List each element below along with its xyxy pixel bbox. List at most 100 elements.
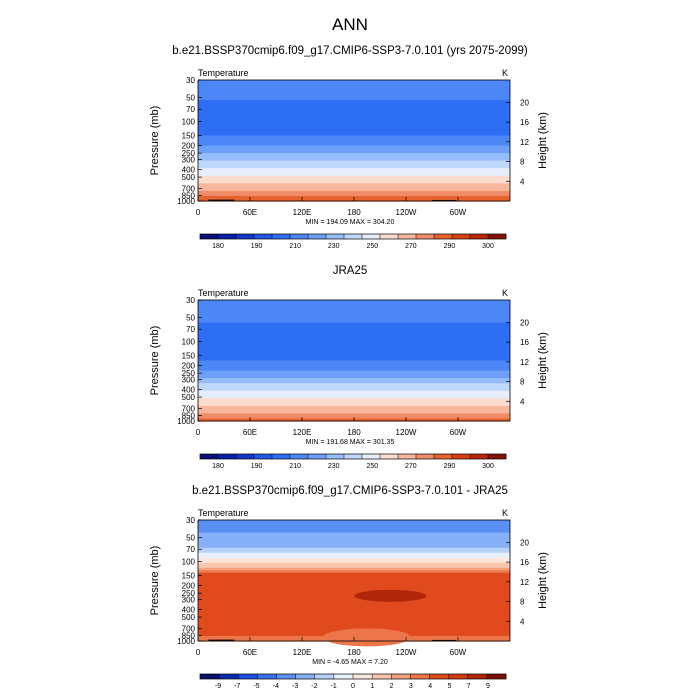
x-tick-label: 120E [293,428,312,437]
colorbar-swatch [326,454,345,459]
y-tick-label: 850 [182,411,196,420]
chart-panel-3: b.e21.BSSP370cmip6.f09_g17.CMIP6-SSP3-7.… [149,485,549,690]
contour-band [198,540,510,544]
contour-band [198,363,510,367]
contour-band [198,85,510,89]
contour-feature [323,628,411,647]
colorbar-label: 3 [409,683,413,690]
contour-band [198,330,510,334]
contour-band [198,625,510,629]
y-tick-label: 100 [182,338,196,347]
y-tick-label: 700 [182,405,196,414]
colorbar: 180 190 210 230 250 270 290 300 [199,233,507,250]
contour-band [198,388,510,392]
colorbar-swatch [200,454,219,459]
contour-band [198,350,510,354]
contour-band [198,120,510,124]
colorbar-swatch [236,454,255,459]
panel-title: b.e21.BSSP370cmip6.f09_g17.CMIP6-SSP3-7.… [172,45,528,57]
y-tick-label: 400 [182,385,196,394]
colorbar-label: 1 [370,683,374,690]
colorbar-swatch [344,234,363,239]
contour-band [198,112,510,116]
contour-band [198,623,510,627]
colorbar-swatch [488,234,507,239]
units-label: K [502,508,508,518]
contour-band [198,393,510,397]
colorbar-label: 270 [405,463,417,470]
contour-band [198,137,510,142]
y-tick-label: 70 [186,105,195,114]
x-tick-label: 180 [347,428,361,437]
contour-band [198,87,510,91]
colorbar-swatch [314,674,335,679]
contour-band [198,395,510,399]
contour-band [198,608,510,612]
contour-band [198,100,510,104]
colorbar-swatch [308,454,327,459]
contour-band [198,130,510,134]
colorbar-swatch [272,234,291,239]
contour-band [198,193,510,197]
x-tick-label: 60W [450,428,467,437]
contour-band [198,365,510,369]
contour-band [198,327,510,331]
colorbar-label: 180 [212,463,224,470]
colorbar-swatch [218,454,237,459]
variable-label: Temperature [198,68,249,78]
colorbar-label: 210 [289,243,301,250]
contour-band [198,618,510,622]
colorbar-label: 7 [467,683,471,690]
contour-band [198,588,510,592]
colorbar-label: 180 [212,243,224,250]
x-tick-label: 0 [196,428,201,437]
contour-band [198,345,510,349]
contour-band [198,570,510,574]
colorbar-swatch [416,234,435,239]
contour-band [198,97,510,101]
colorbar-label: 270 [405,243,417,250]
colorbar-swatch [434,454,453,459]
colorbar-label: 4 [428,683,432,690]
colorbar-swatch [416,454,435,459]
contour-band [198,122,510,126]
panel-title: JRA25 [333,265,368,277]
contour-band [198,525,510,529]
y-axis-right-label: Height (km) [537,332,549,389]
contour-band [198,567,510,572]
x-tick-label: 60E [243,648,257,657]
contour-band [198,595,510,599]
y-tick-label: 150 [182,572,196,581]
contour-band [198,317,510,321]
colorbar-label: 230 [328,243,340,250]
colorbar-swatch [398,454,417,459]
y-tick-label: 1000 [177,197,195,206]
contour-band [198,170,510,174]
colorbar-label: -5 [253,683,259,690]
y-tick-label: 850 [182,191,196,200]
contour-band [198,335,510,339]
y-tick-label: 200 [182,361,196,370]
contour-band [198,580,510,584]
colorbar-swatch [353,674,373,679]
colorbar-swatch [470,234,489,239]
colorbar-frame [199,233,507,240]
y-tick-label: 250 [182,589,196,598]
colorbar-swatch [218,234,237,239]
y-tick-label: 300 [182,375,196,384]
y-tick-label: 70 [186,545,195,554]
y-tick-label: 200 [182,141,196,150]
min-max-stats: MIN = -4.65 MAX = 7.20 [312,659,388,666]
contour-band [198,530,510,534]
contour-band [198,143,510,147]
colorbar-swatch [272,454,291,459]
x-tick-label: 60E [243,208,257,217]
colorbar-swatch [238,674,258,679]
x-tick-label: 120E [293,208,312,217]
colorbar-swatch [452,454,471,459]
contour-band [198,527,510,531]
colorbar-label: 300 [482,463,494,470]
contour-band [198,145,510,149]
height-tick-label: 12 [520,578,529,587]
topography-block [432,199,456,201]
